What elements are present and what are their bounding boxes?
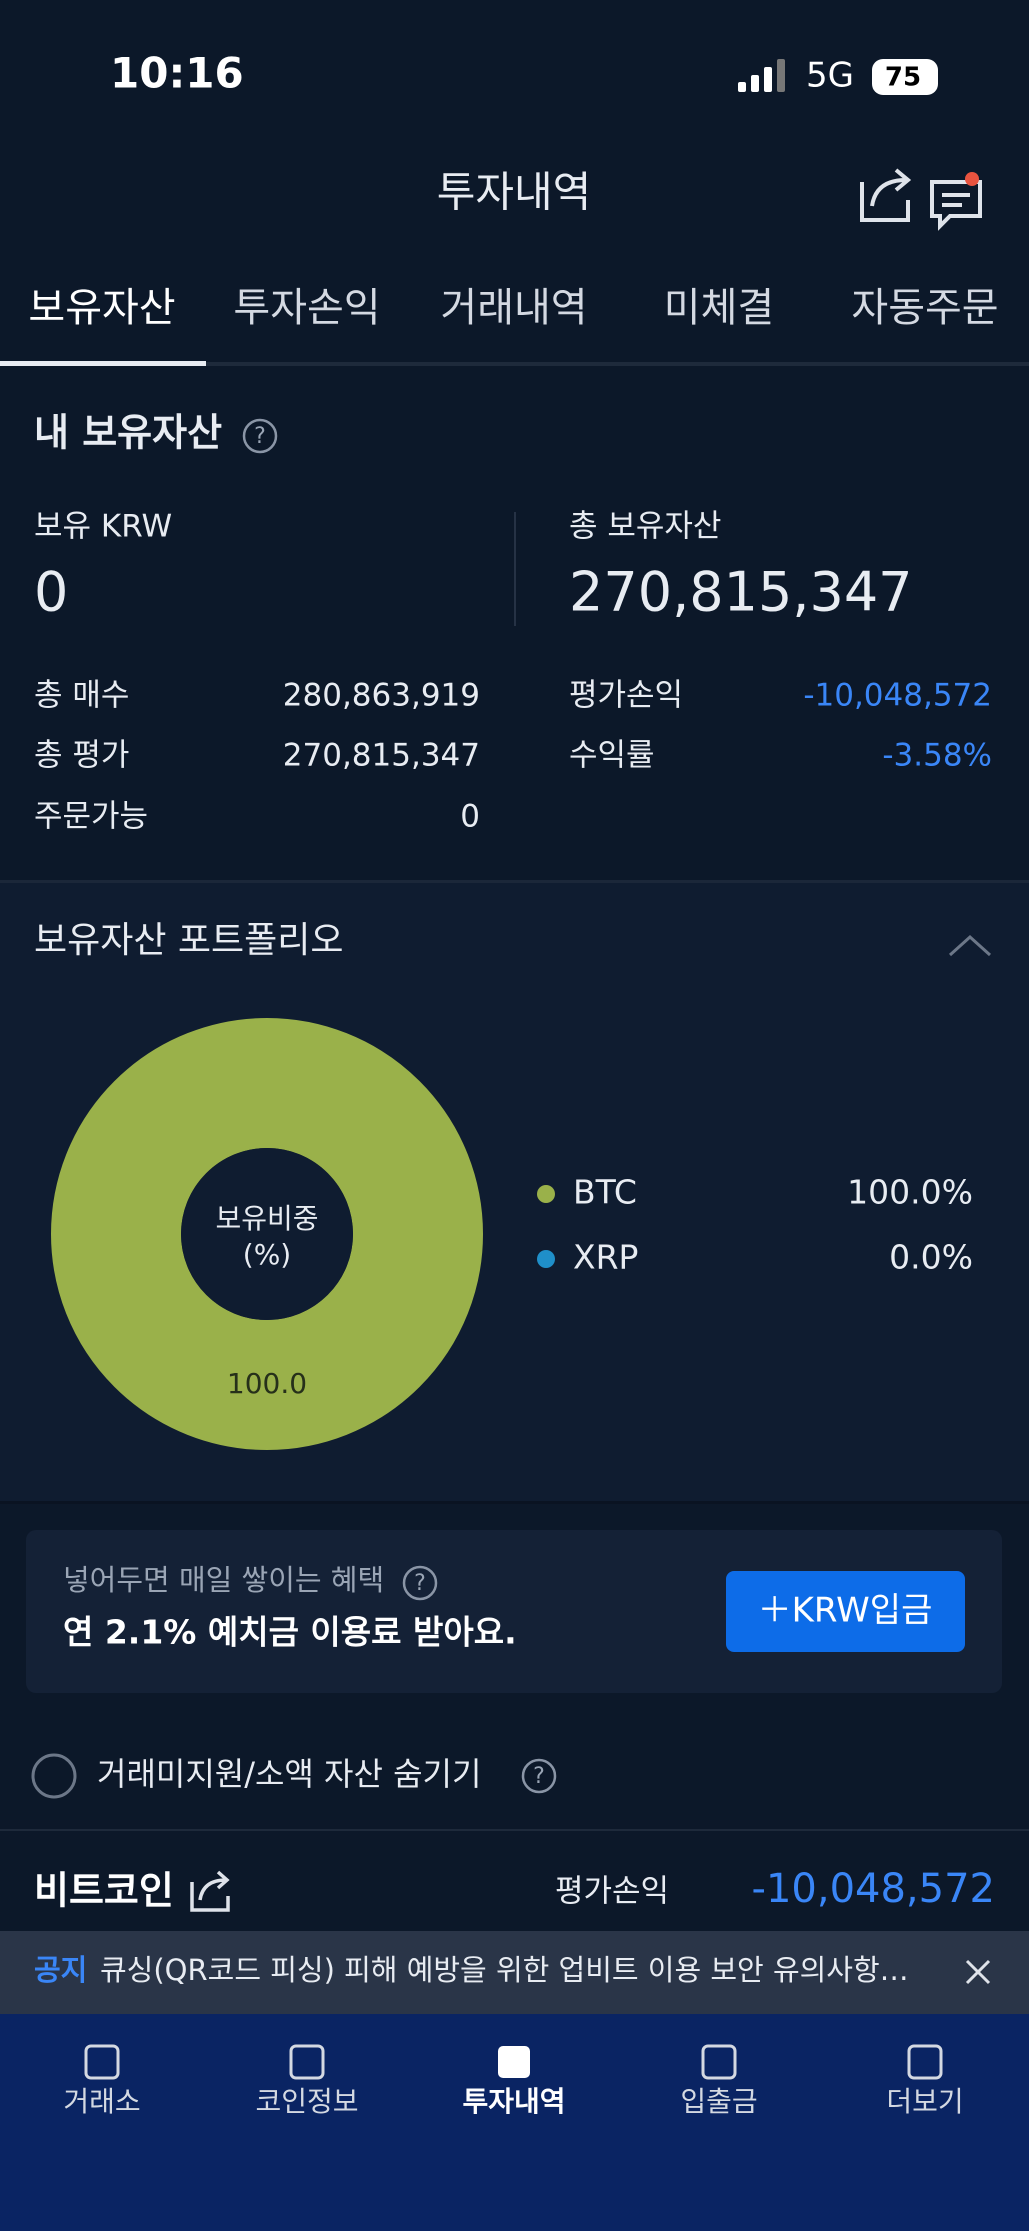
nav-label[interactable]: 투자내역 <box>462 2085 565 2118</box>
row-label: 주문가능 <box>34 799 148 835</box>
nav-icon[interactable] <box>289 2044 325 2080</box>
banner-title: 연 2.1% 예치금 이용료 받아요. <box>63 1613 517 1652</box>
help-mark: ? <box>414 1571 426 1596</box>
coin-pl-label: 평가손익 <box>555 1874 669 1910</box>
donut-slice <box>51 1018 483 1450</box>
tab-divider <box>0 362 1029 366</box>
signal-icon <box>738 59 785 92</box>
tab[interactable]: 보유자산 <box>28 285 175 331</box>
legend-value: 0.0% <box>889 1238 973 1277</box>
nav-icon[interactable] <box>907 2044 943 2080</box>
help-icon[interactable] <box>402 1565 438 1601</box>
slice-label: 100.0 <box>227 1367 307 1400</box>
krw-label: 보유 KRW <box>34 509 172 545</box>
nav-icon[interactable] <box>701 2044 737 2080</box>
checkbox[interactable] <box>31 1753 77 1799</box>
row-value: 0 <box>460 799 480 835</box>
tab[interactable]: 자동주문 <box>851 285 998 331</box>
legend-label: BTC <box>573 1173 637 1212</box>
row-value: -3.58% <box>882 738 992 774</box>
help-icon[interactable] <box>242 418 278 454</box>
nav-label[interactable]: 더보기 <box>886 2085 963 2118</box>
notice-text: 큐싱(QR코드 피싱) 피해 예방을 위한 업비트 이용 보안 유의사항… <box>100 1953 909 1987</box>
help-mark: ? <box>254 424 266 449</box>
chat-button[interactable] <box>930 180 982 231</box>
battery-level: 75 <box>885 63 921 93</box>
nav-label[interactable]: 입출금 <box>680 2085 757 2118</box>
section-title: 내 보유자산 <box>34 411 222 455</box>
nav-label[interactable]: 거래소 <box>63 2085 140 2118</box>
row-label: 총 평가 <box>34 738 129 774</box>
deposit-button[interactable] <box>726 1571 965 1652</box>
nav-icon[interactable] <box>498 2046 530 2078</box>
legend-value: 100.0% <box>847 1173 973 1212</box>
legend-label: XRP <box>573 1238 638 1277</box>
battery <box>872 59 938 95</box>
nav-label[interactable]: 코인정보 <box>255 2085 358 2118</box>
divider <box>514 512 516 626</box>
help-mark: ? <box>533 1764 545 1789</box>
help-icon[interactable] <box>521 1758 557 1794</box>
tab[interactable]: 투자손익 <box>233 285 380 331</box>
notice-tag: 공지 <box>34 1953 87 1987</box>
tabs: 보유자산 투자손익 거래내역 미체결 자동주문 <box>28 285 998 331</box>
row-value: 270,815,347 <box>283 738 480 774</box>
center-label: (%) <box>243 1238 291 1271</box>
network: 5G <box>806 56 854 96</box>
deposit-button-label: ＋KRW입금 <box>758 1591 933 1631</box>
page-title: 투자내역 <box>437 168 592 217</box>
total-value: 270,815,347 <box>569 561 913 624</box>
row-label: 총 매수 <box>34 678 129 714</box>
nav-icon[interactable] <box>84 2044 120 2080</box>
tab[interactable]: 거래내역 <box>440 285 587 331</box>
collapse-button[interactable] <box>948 934 992 957</box>
legend-dot <box>537 1250 555 1268</box>
coin-pl-value: -10,048,572 <box>752 1866 995 1912</box>
notice-close[interactable] <box>965 1959 991 1985</box>
chat-badge <box>965 172 979 186</box>
row-value: -10,048,572 <box>803 678 992 714</box>
center-label: 보유비중 <box>215 1202 318 1235</box>
banner-subtitle: 넣어두면 매일 쌓이는 혜택 <box>63 1563 384 1597</box>
total-label: 총 보유자산 <box>569 509 721 545</box>
row-value: 280,863,919 <box>283 678 480 714</box>
divider <box>0 1829 1029 1831</box>
section-title: 보유자산 포트폴리오 <box>34 920 344 961</box>
time: 10:16 <box>110 49 244 98</box>
tab-indicator <box>0 361 206 366</box>
notice-bar[interactable] <box>0 1931 1029 2014</box>
coin-share[interactable] <box>190 1870 230 1912</box>
tab[interactable]: 미체결 <box>664 285 774 331</box>
legend-dot <box>537 1185 555 1203</box>
divider <box>0 1501 1029 1504</box>
row-label: 평가손익 <box>569 678 683 714</box>
banner <box>26 1530 1002 1693</box>
coin-name: 비트코인 <box>34 1869 174 1913</box>
filter-label: 거래미지원/소액 자산 숨기기 <box>97 1755 481 1793</box>
donut-hole <box>181 1148 353 1320</box>
divider <box>0 880 1029 883</box>
share-button[interactable] <box>860 168 912 222</box>
row-label: 수익률 <box>569 738 655 774</box>
krw-value: 0 <box>34 561 68 624</box>
